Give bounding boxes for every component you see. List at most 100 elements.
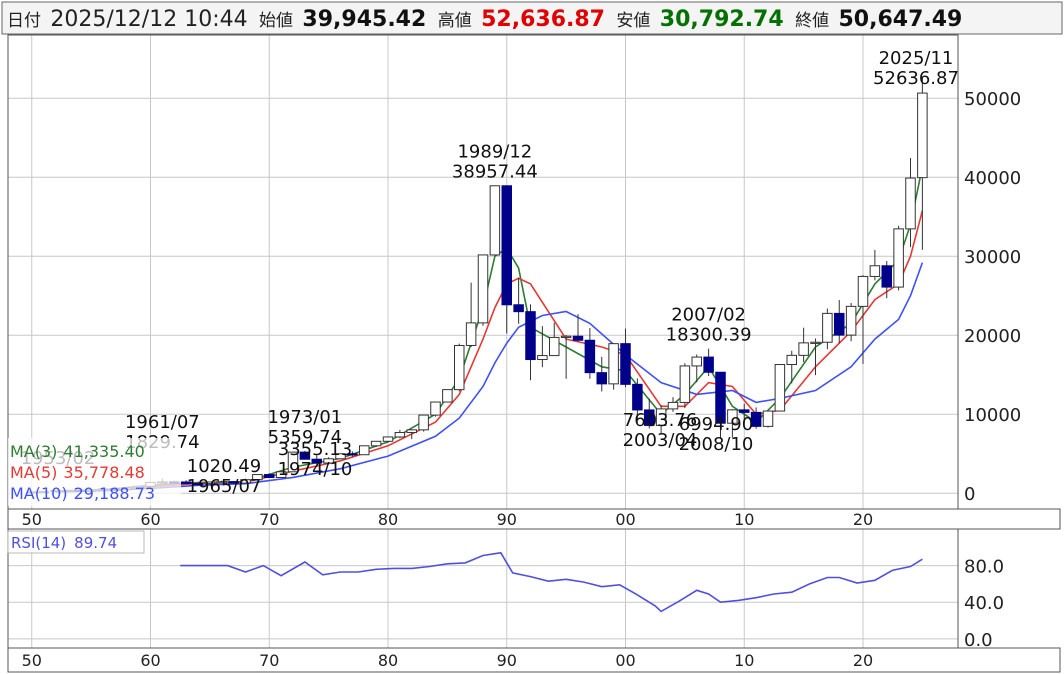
candle-up <box>359 445 370 456</box>
candle-up <box>477 254 489 324</box>
candle-down <box>572 335 584 341</box>
candle-up <box>786 354 797 366</box>
candle-up <box>857 275 869 307</box>
rsi-y-tick-label: 0.0 <box>964 630 993 651</box>
candle-up <box>370 440 382 447</box>
ma-line-1 <box>55 166 924 492</box>
rsi-x-tick-label: 70 <box>259 651 279 670</box>
x-axis-top: 50 60 70 80 90 00 10 20 <box>22 510 874 529</box>
y-tick-label: 30000 <box>964 247 1021 268</box>
low-label: 安値 <box>616 11 650 31</box>
svg-text:日付 2025/12/12 10:44: 日付 2025/12/12 10:44 始値 39,945.42 高値 52,6… <box>7 7 962 32</box>
candle-up <box>323 458 334 464</box>
ma5-legend: MA(5) 35,778.48 <box>10 463 145 482</box>
candle-up <box>798 342 809 356</box>
rsi-y-axis: 0.0 40.0 80.0 <box>964 557 1004 651</box>
close-value: 50,647.49 <box>838 7 962 32</box>
annotation-label: 6994.90 2008/10 <box>679 414 754 455</box>
candle-up <box>917 92 928 179</box>
rsi-y-tick-label: 80.0 <box>964 557 1004 578</box>
x-axis-strip-bottom <box>7 647 1061 673</box>
candle-down <box>632 383 643 411</box>
date-label: 日付 <box>7 11 41 31</box>
candle-up <box>822 312 833 343</box>
candle-down <box>739 409 750 413</box>
candle-down <box>750 411 762 427</box>
candle-up <box>549 336 560 357</box>
x-tick-label: 50 <box>22 510 42 529</box>
annotation-label: 2007/02 18300.39 <box>666 305 752 346</box>
main-grid <box>8 35 958 509</box>
annotation-label: 2025/11 52636.87 <box>873 48 959 89</box>
high-label: 高値 <box>438 11 472 31</box>
x-tick-label: 80 <box>378 510 398 529</box>
y-tick-label: 40000 <box>964 168 1021 189</box>
candle-down <box>644 409 655 426</box>
open-label: 始値 <box>259 11 293 31</box>
low-value: 30,792.74 <box>660 7 784 32</box>
candle-down <box>834 312 845 336</box>
y-axis: 0 10000 20000 30000 40000 50000 <box>964 89 1021 505</box>
rsi-legend-text: RSI(14) 89.74 <box>11 534 117 552</box>
open-value: 39,945.42 <box>302 7 426 32</box>
y-tick-label: 0 <box>964 484 975 505</box>
x-tick-label: 00 <box>615 510 635 529</box>
candle-up <box>454 344 465 391</box>
candle-up <box>537 355 548 361</box>
candle-up <box>762 410 774 427</box>
candle-up <box>810 341 821 344</box>
x-tick-label: 90 <box>497 510 517 529</box>
rsi-line <box>180 551 923 613</box>
candle-up <box>667 401 679 410</box>
close-label: 終値 <box>795 11 829 31</box>
rsi-x-tick-label: 10 <box>734 651 754 670</box>
candle-up <box>406 429 417 434</box>
candle-up <box>774 364 786 412</box>
annotation-label: 1020.49 1965/07 <box>187 456 262 497</box>
candle-down <box>513 304 524 313</box>
rsi-x-tick-label: 80 <box>378 651 398 670</box>
rsi-line-layer <box>180 551 923 613</box>
candle-up <box>679 365 691 403</box>
x-tick-label: 20 <box>853 510 873 529</box>
candle-up <box>905 177 916 230</box>
candle-up <box>418 414 429 431</box>
candle-down <box>596 372 607 385</box>
rsi-x-tick-label: 60 <box>140 651 160 670</box>
candle-up <box>608 343 619 385</box>
candle-down <box>620 343 631 385</box>
x-axis-bottom: 50 60 70 80 90 00 10 20 <box>22 651 874 670</box>
annotation-label: 1989/12 38957.44 <box>452 141 538 182</box>
annotation-label: 1973/01 5359.74 <box>267 407 342 448</box>
candle-up <box>335 453 346 460</box>
ma-line-3 <box>55 262 924 493</box>
candle-down <box>180 481 192 485</box>
annotation-label: 3355.13 1974/10 <box>278 439 353 480</box>
candle-up <box>275 471 287 478</box>
y-tick-label: 10000 <box>964 405 1021 426</box>
x-axis-strip-top <box>7 508 1061 530</box>
candle-up <box>465 322 477 346</box>
x-tick-label: 60 <box>140 510 160 529</box>
candle-up <box>691 356 702 367</box>
date-value: 2025/12/12 10:44 <box>50 7 247 32</box>
ma10-legend: MA(10) 29,188.73 <box>10 484 155 503</box>
candle-up <box>382 436 394 442</box>
candle-down <box>347 453 358 456</box>
candle-up <box>655 408 667 426</box>
candle-up <box>287 451 299 473</box>
candles <box>26 77 928 494</box>
price-annotations: 1953/021961/071829.741020.491965/071973/… <box>21 48 959 497</box>
rsi-x-tick-label: 90 <box>497 651 517 670</box>
candle-up <box>430 401 441 416</box>
candle-up <box>727 409 738 424</box>
annotation-label: 7603.76 2003/04 <box>623 410 698 451</box>
candle-up <box>845 305 857 336</box>
ma3-legend: MA(3) 41,335.40 <box>10 442 145 461</box>
candle-up <box>216 481 227 484</box>
ma-legend: MA(3) 41,335.40 MA(5) 35,778.48 MA(10) 29,1… <box>8 438 181 506</box>
candle-up <box>240 479 251 484</box>
x-tick-label: 10 <box>734 510 754 529</box>
candle-up <box>560 335 572 338</box>
